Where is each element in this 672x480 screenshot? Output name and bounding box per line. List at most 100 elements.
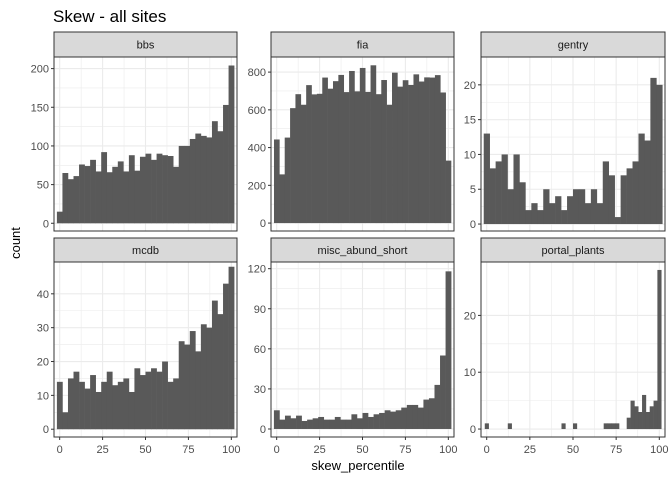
histogram-bar (537, 210, 544, 225)
histogram-bar (117, 161, 124, 224)
histogram-bar (311, 94, 318, 224)
histogram-bar (373, 414, 380, 429)
chart-title: Skew - all sites (53, 7, 166, 26)
histogram-bar (402, 80, 409, 224)
y-tick-label: 50 (37, 180, 49, 192)
histogram-bar (295, 94, 302, 224)
histogram-bar (123, 378, 130, 430)
histogram-bar (307, 419, 313, 429)
histogram-bar (73, 176, 80, 224)
histogram-bar (596, 203, 604, 225)
facet-fia: fia 0 200 400 600 800 (248, 31, 455, 232)
histogram-bar (134, 170, 141, 224)
histogram-bar (67, 378, 74, 430)
histogram-bar (561, 210, 568, 225)
x-tick-label: 50 (567, 444, 579, 456)
histogram-bar (645, 412, 651, 430)
histogram-bar (123, 171, 130, 224)
histogram-bar (417, 407, 424, 429)
facet-gentry: gentry 0 5 10 15 20 (464, 31, 666, 232)
x-tick-label: 100 (222, 444, 240, 456)
histogram-bar (368, 416, 374, 429)
y-tick-label: 20 (464, 80, 476, 92)
histogram-bar (112, 385, 119, 430)
histogram-bar (284, 137, 291, 224)
histogram-bar (334, 416, 341, 429)
y-tick-label: 0 (470, 219, 476, 231)
histogram-bar (162, 361, 168, 430)
histogram-bar (543, 189, 550, 225)
histogram-bar (484, 423, 489, 430)
facet-label-fia: fia (357, 40, 370, 52)
histogram-bar (634, 406, 639, 430)
histogram-bar (323, 419, 330, 429)
histogram-bar (178, 341, 185, 430)
histogram-bar (395, 410, 402, 429)
histogram-bar (151, 368, 157, 430)
x-tick-label: 75 (610, 444, 622, 456)
histogram-bar (312, 418, 319, 429)
histogram-bar (279, 419, 286, 429)
histogram-bar (90, 159, 96, 224)
histogram-bar (106, 371, 113, 430)
histogram-bar (434, 384, 441, 429)
histogram-bar (327, 88, 334, 224)
facet-label-bbs: bbs (137, 40, 155, 52)
histogram-bar (513, 154, 520, 225)
histogram-bar (200, 135, 207, 224)
histogram-bar (507, 189, 514, 225)
histogram-bar (128, 155, 135, 224)
bars-bbs (56, 65, 235, 224)
x-tick-label: 50 (139, 444, 151, 456)
histogram-bar (578, 189, 586, 225)
y-tick-label: 60 (254, 344, 266, 356)
histogram-bar (134, 368, 141, 430)
histogram-bar (228, 65, 235, 224)
histogram-bar (650, 77, 657, 225)
histogram-bar (184, 344, 191, 430)
histogram-bar (626, 417, 631, 430)
histogram-bar (167, 155, 174, 224)
histogram-bar (642, 394, 647, 430)
histogram-bar (156, 371, 163, 430)
y-tick-label: 600 (248, 105, 266, 117)
histogram-bar (301, 420, 308, 429)
histogram-bar (128, 391, 135, 430)
x-tick-label: 100 (439, 444, 457, 456)
histogram-bar (217, 314, 224, 430)
histogram-bar (62, 173, 69, 224)
histogram-bar (653, 400, 658, 430)
histogram-bar (139, 375, 146, 430)
histogram-bar (329, 419, 336, 429)
y-tick-label: 150 (31, 102, 49, 114)
histogram-bar (424, 77, 430, 224)
y-tick-label: 40 (37, 289, 49, 301)
histogram-bar (173, 378, 180, 430)
histogram-bar (423, 399, 430, 429)
facet-mcdb: mcdb 0 10 20 30 40 0 25 50 75 100 (37, 237, 241, 456)
histogram-bar (306, 85, 312, 224)
histogram-bar (167, 381, 174, 430)
histogram-bar (519, 182, 526, 225)
histogram-bar (392, 72, 398, 224)
histogram-bar (332, 81, 339, 224)
y-tick-label: 20 (37, 357, 49, 369)
histogram-bar (228, 266, 235, 430)
y-tick-label: 30 (254, 384, 266, 396)
histogram-bar (584, 203, 592, 225)
y-tick-label: 120 (248, 264, 266, 276)
histogram-bar (381, 80, 387, 224)
facet-misc-abund-short: misc_abund_short 0 30 60 90 120 0 25 50 75 100 (248, 237, 458, 456)
histogram-bar (525, 210, 532, 225)
histogram-bar (370, 65, 377, 224)
y-tick-label: 0 (260, 424, 266, 436)
histogram-bar (573, 189, 580, 225)
histogram-bar (322, 77, 328, 224)
histogram-bar (195, 351, 202, 430)
histogram-bar (501, 154, 508, 225)
histogram-bar (211, 121, 218, 224)
histogram-bar (184, 145, 191, 224)
y-tick-label: 30 (37, 323, 49, 335)
histogram-bar (101, 381, 108, 430)
